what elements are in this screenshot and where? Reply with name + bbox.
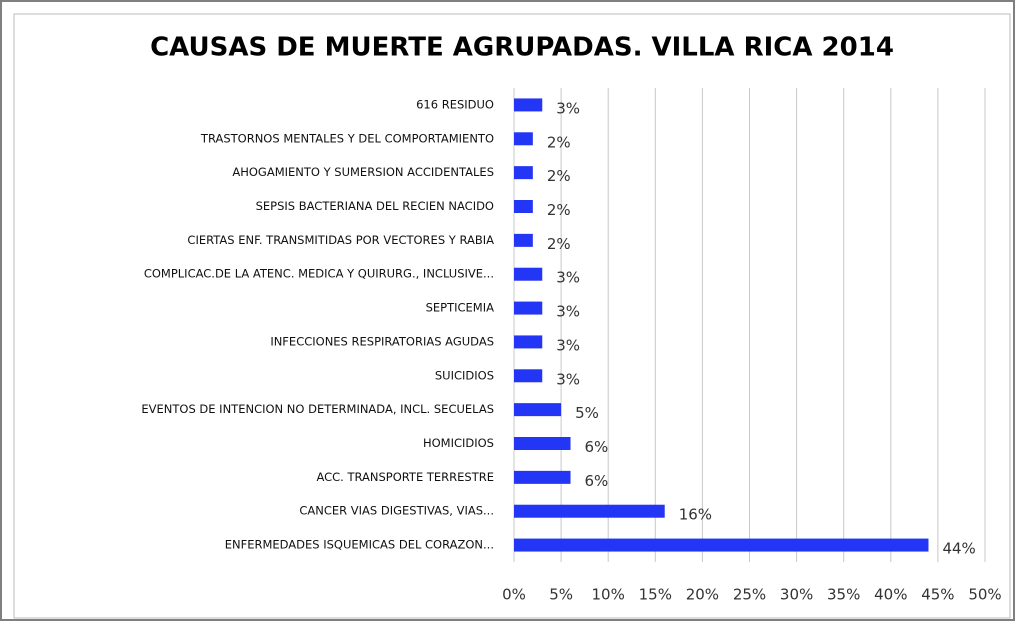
x-tick-label: 35%	[827, 586, 860, 604]
value-label: 6%	[585, 438, 609, 456]
x-tick-label: 5%	[549, 586, 573, 604]
bar	[514, 437, 571, 450]
bar	[514, 132, 533, 146]
category-label: ENFERMEDADES ISQUEMICAS DEL CORAZON...	[225, 538, 494, 552]
bar	[514, 369, 543, 383]
value-label: 5%	[575, 404, 599, 422]
x-tick-label: 45%	[921, 586, 954, 604]
category-label: SEPTICEMIA	[426, 301, 495, 315]
x-tick-label: 0%	[502, 586, 526, 604]
x-tick-label: 30%	[780, 586, 813, 604]
value-label: 3%	[556, 303, 580, 321]
value-label: 16%	[679, 506, 712, 524]
x-tick-label: 40%	[874, 586, 907, 604]
chart-title: CAUSAS DE MUERTE AGRUPADAS. VILLA RICA 2…	[150, 33, 894, 63]
bar	[514, 98, 543, 112]
x-tick-label: 25%	[733, 586, 766, 604]
category-label: ACC. TRANSPORTE TERRESTRE	[316, 470, 494, 484]
category-label: EVENTOS DE INTENCION NO DETERMINADA, INC…	[141, 402, 494, 416]
category-label: 616 RESIDUO	[416, 97, 494, 111]
value-label: 6%	[585, 472, 609, 490]
value-label: 2%	[547, 167, 571, 185]
value-label: 2%	[547, 235, 571, 253]
value-label: 3%	[556, 99, 580, 117]
bar	[514, 504, 665, 518]
category-label: SUICIDIOS	[435, 368, 494, 382]
category-label: SEPSIS BACTERIANA DEL RECIEN NACIDO	[256, 199, 494, 213]
category-label: CANCER VIAS DIGESTIVAS, VIAS...	[299, 504, 494, 518]
x-tick-label: 10%	[592, 586, 625, 604]
value-label: 3%	[556, 370, 580, 388]
x-tick-label: 15%	[639, 586, 672, 604]
bar	[514, 403, 562, 417]
bar	[514, 200, 533, 213]
bar	[514, 166, 533, 180]
value-label: 44%	[942, 540, 975, 558]
bar	[514, 538, 929, 552]
x-tick-label: 20%	[686, 586, 719, 604]
bar	[514, 335, 543, 349]
value-label: 2%	[547, 201, 571, 219]
bar	[514, 470, 571, 484]
bar	[514, 233, 533, 247]
chart-frame	[13, 13, 1011, 619]
value-label: 2%	[547, 133, 571, 151]
value-label: 3%	[556, 269, 580, 287]
category-label: COMPLICAC.DE LA ATENC. MEDICA Y QUIRURG.…	[144, 267, 494, 281]
category-label: AHOGAMIENTO Y SUMERSION ACCIDENTALES	[232, 165, 494, 179]
category-label: TRASTORNOS MENTALES Y DEL COMPORTAMIENTO	[200, 131, 494, 145]
value-label: 3%	[556, 336, 580, 354]
x-tick-label: 50%	[968, 586, 1001, 604]
bar	[514, 267, 543, 281]
bar	[514, 301, 543, 315]
category-label: HOMICIDIOS	[423, 436, 494, 450]
category-label: INFECCIONES RESPIRATORIAS AGUDAS	[270, 334, 494, 348]
category-label: CIERTAS ENF. TRANSMITIDAS POR VECTORES Y…	[187, 233, 494, 247]
